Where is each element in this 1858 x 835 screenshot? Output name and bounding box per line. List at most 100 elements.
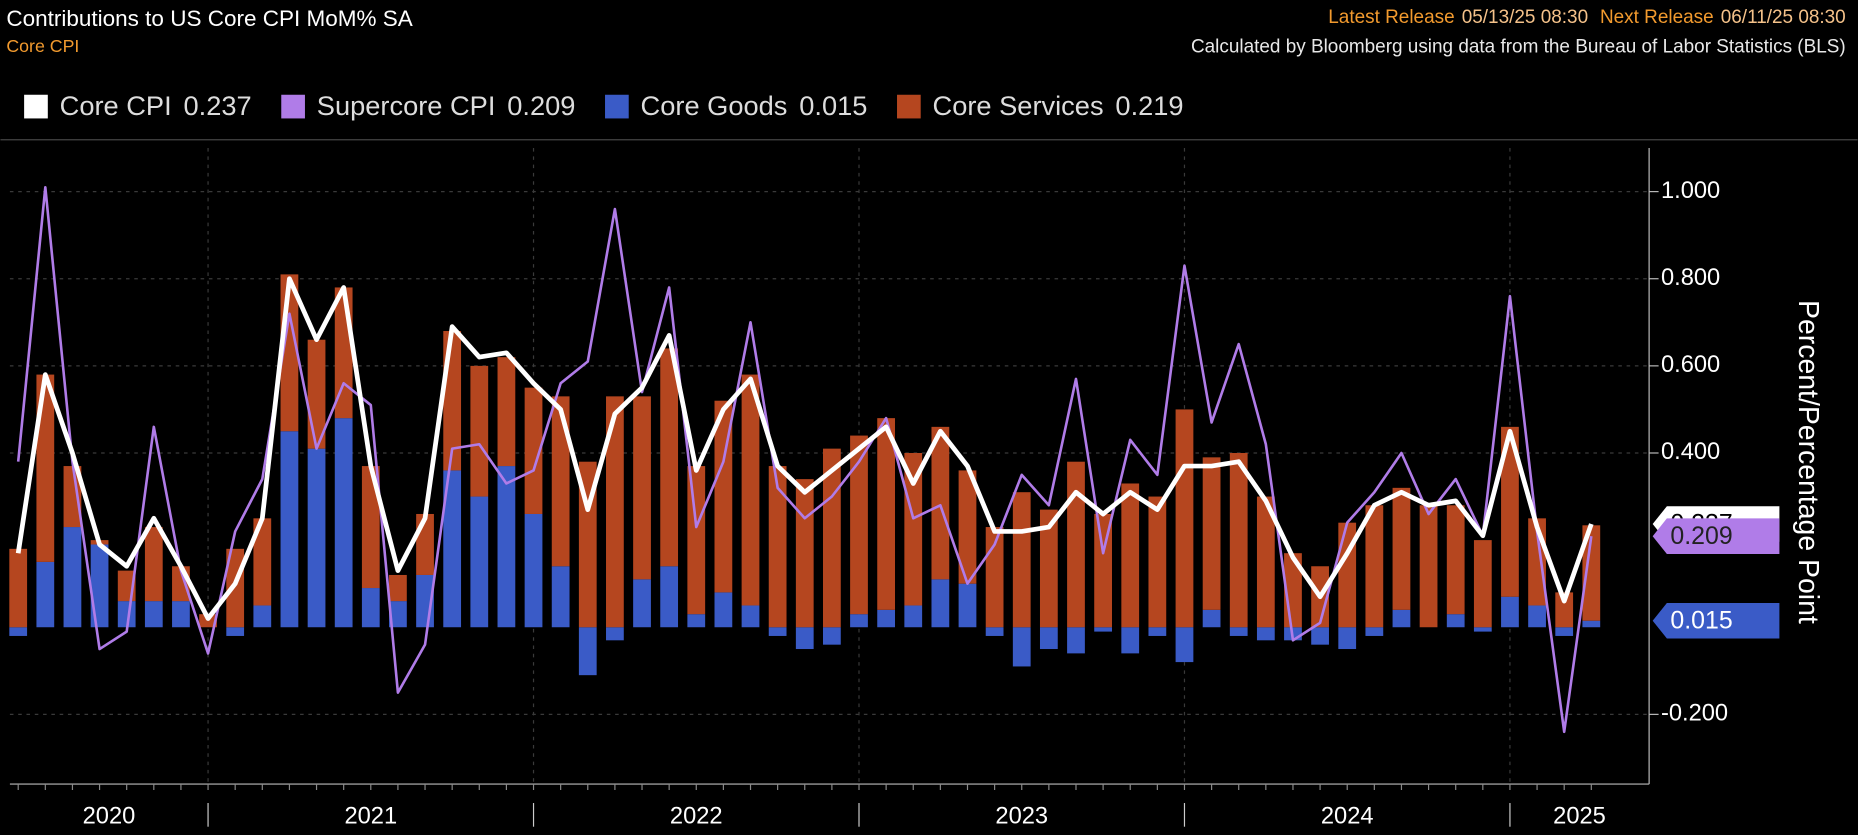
bar bbox=[1446, 505, 1465, 615]
legend-value: 0.015 bbox=[799, 90, 867, 121]
bar bbox=[443, 470, 462, 628]
bar bbox=[1121, 483, 1140, 628]
bar bbox=[660, 566, 679, 628]
x-tick-label: 2025 bbox=[1553, 803, 1606, 829]
bar bbox=[850, 614, 868, 628]
bar bbox=[741, 374, 760, 606]
bar bbox=[1528, 605, 1546, 628]
bar bbox=[1365, 505, 1384, 628]
source-note: Calculated by Bloomberg using data from … bbox=[1191, 36, 1846, 57]
bar bbox=[1148, 496, 1167, 628]
bar bbox=[687, 466, 706, 615]
next-value: 06/11/25 08:30 bbox=[1721, 7, 1846, 28]
chart-title: Contributions to US Core CPI MoM% SA bbox=[6, 6, 412, 31]
bar bbox=[1175, 409, 1194, 628]
bar bbox=[1067, 461, 1085, 628]
legend-label: Core Goods bbox=[641, 90, 788, 121]
bar bbox=[497, 466, 516, 628]
bar bbox=[578, 627, 597, 676]
bar bbox=[606, 627, 624, 641]
bar bbox=[1446, 614, 1465, 628]
release-info: Latest Release 05/13/25 08:30 Next Release… bbox=[1328, 7, 1845, 28]
bar bbox=[9, 627, 28, 636]
bar bbox=[1067, 627, 1085, 654]
legend-swatch bbox=[281, 94, 305, 119]
bar bbox=[1338, 627, 1357, 650]
bar bbox=[253, 605, 272, 628]
bar bbox=[63, 527, 82, 628]
value-tag bbox=[1652, 602, 1780, 639]
legend-swatch bbox=[897, 94, 921, 119]
bar bbox=[1202, 609, 1221, 628]
latest-value: 05/13/25 08:30 bbox=[1462, 7, 1588, 28]
bar bbox=[1473, 627, 1492, 632]
bar bbox=[470, 496, 489, 628]
bar bbox=[1392, 487, 1411, 610]
x-tick-label: 2022 bbox=[670, 803, 723, 829]
bar bbox=[1501, 596, 1519, 628]
bar bbox=[1039, 509, 1058, 628]
legend-value: 0.237 bbox=[183, 90, 251, 121]
bar bbox=[524, 513, 543, 628]
bar bbox=[90, 544, 109, 628]
bar bbox=[714, 400, 733, 593]
bar bbox=[1094, 627, 1112, 632]
y-tick-label: 0.600 bbox=[1661, 352, 1720, 378]
legend-swatch bbox=[605, 94, 629, 119]
bar bbox=[1229, 627, 1248, 636]
y-tick-label: 0.800 bbox=[1661, 265, 1720, 291]
bar bbox=[551, 566, 570, 628]
bar bbox=[1555, 627, 1574, 636]
x-tick-label: 2021 bbox=[344, 803, 397, 829]
legend-label: Core CPI bbox=[60, 90, 172, 121]
value-tag-label: 0.209 bbox=[1670, 522, 1732, 550]
bar bbox=[36, 374, 55, 562]
next-label: Next Release bbox=[1600, 7, 1714, 28]
bar bbox=[687, 614, 706, 628]
bar bbox=[551, 396, 570, 567]
bar bbox=[850, 435, 868, 615]
bar bbox=[931, 426, 950, 580]
bar bbox=[1582, 620, 1601, 628]
bar bbox=[9, 548, 28, 628]
bar bbox=[1473, 540, 1492, 628]
bar bbox=[714, 592, 733, 628]
bar bbox=[1094, 513, 1112, 628]
bar bbox=[822, 448, 841, 628]
bar bbox=[1582, 525, 1601, 621]
bar bbox=[633, 579, 651, 628]
bar bbox=[633, 396, 651, 580]
bar bbox=[985, 627, 1004, 636]
legend-value: 0.209 bbox=[507, 90, 575, 121]
legend-label: Core Services bbox=[933, 90, 1104, 121]
bar bbox=[389, 574, 407, 602]
latest-label: Latest Release bbox=[1328, 7, 1454, 28]
bar bbox=[144, 601, 163, 628]
bar bbox=[1148, 627, 1167, 636]
bar bbox=[524, 387, 543, 514]
bar bbox=[795, 627, 814, 650]
bar bbox=[334, 418, 353, 628]
bar bbox=[660, 348, 679, 567]
bar bbox=[1121, 627, 1140, 654]
bar bbox=[931, 579, 950, 628]
bar bbox=[795, 479, 814, 628]
y-tick-label: -0.200 bbox=[1661, 701, 1728, 727]
bar bbox=[497, 357, 516, 467]
bar bbox=[389, 601, 407, 628]
bar bbox=[904, 605, 923, 628]
line bbox=[15, 276, 1594, 621]
bar bbox=[1392, 609, 1411, 628]
bar bbox=[958, 583, 977, 628]
bar bbox=[877, 609, 896, 628]
value-tag-label: 0.015 bbox=[1670, 606, 1732, 634]
bar bbox=[578, 461, 597, 628]
bar bbox=[144, 527, 163, 602]
bar bbox=[1256, 627, 1275, 641]
bar bbox=[606, 396, 624, 628]
bar bbox=[1175, 627, 1194, 663]
bar bbox=[822, 627, 841, 645]
bar bbox=[307, 448, 326, 628]
bar bbox=[1202, 457, 1221, 610]
